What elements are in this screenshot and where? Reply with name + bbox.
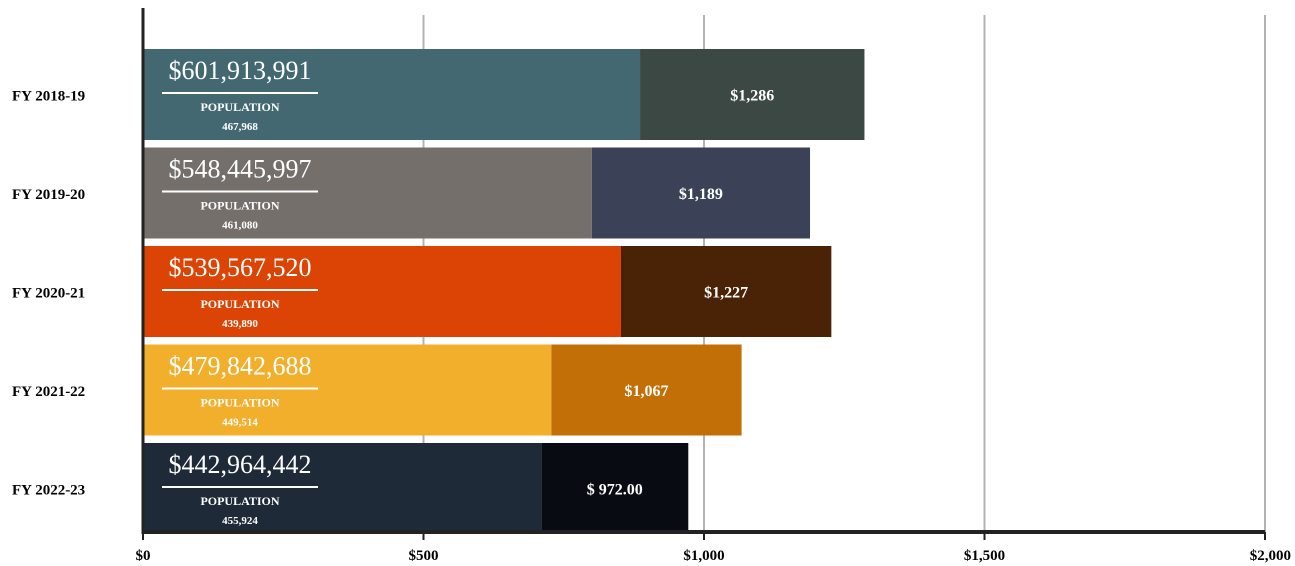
bar-total-label: $539,567,520 bbox=[169, 253, 312, 282]
per-capita-label: $1,189 bbox=[679, 186, 723, 203]
per-capita-label: $1,227 bbox=[704, 285, 748, 302]
population-label: POPULATION bbox=[200, 396, 279, 410]
bar-total-label: $479,842,688 bbox=[169, 352, 312, 381]
bar-total-label: $442,964,442 bbox=[169, 450, 312, 479]
bar-total-label: $601,913,991 bbox=[169, 56, 312, 85]
bar-main-segment bbox=[143, 344, 552, 436]
bar-end-segment bbox=[541, 443, 689, 534]
per-capita-label: $1,286 bbox=[730, 88, 774, 105]
per-capita-label: $1,067 bbox=[624, 383, 668, 400]
population-label: POPULATION bbox=[200, 100, 279, 114]
bar-end-segment bbox=[620, 246, 832, 337]
bar-main-segment bbox=[143, 246, 621, 337]
bar-end-segment bbox=[640, 49, 865, 140]
x-tick-label: $1,000 bbox=[683, 548, 724, 564]
bar-main-segment bbox=[143, 49, 641, 140]
x-tick-labels: $0 $500 $1,000 $1,500 $2,000 bbox=[136, 532, 1291, 564]
population-value: 461,080 bbox=[222, 220, 258, 232]
category-labels: FY 2018-19 FY 2019-20 FY 2020-21 FY 2021-22… bbox=[12, 89, 85, 499]
category-label: FY 2022-23 bbox=[12, 483, 85, 499]
population-label: POPULATION bbox=[200, 494, 279, 508]
population-value: 455,924 bbox=[222, 515, 258, 527]
x-tick-label: $1,500 bbox=[964, 548, 1005, 564]
bar-end-segment bbox=[551, 344, 742, 436]
population-label: POPULATION bbox=[200, 199, 279, 213]
bar-1: $601,913,991 POPULATION 467,968 $1,286 bbox=[143, 49, 865, 140]
x-tick-label: $2,000 bbox=[1250, 548, 1291, 564]
bar-group: $601,913,991 POPULATION 467,968 $1,286 $548,… bbox=[143, 49, 865, 534]
bar-5: $442,964,442 POPULATION 455,924 $ 972.00 bbox=[143, 443, 689, 534]
x-tick-label: $500 bbox=[409, 548, 439, 564]
category-label: FY 2018-19 bbox=[12, 89, 85, 105]
bar-end-segment bbox=[591, 147, 811, 239]
bar-main-segment bbox=[143, 443, 542, 534]
category-label: FY 2019-20 bbox=[12, 187, 85, 203]
bar-4: $479,842,688 POPULATION 449,514 $1,067 bbox=[143, 344, 742, 436]
category-label: FY 2021-22 bbox=[12, 384, 85, 400]
population-value: 439,890 bbox=[222, 318, 258, 330]
population-value: 467,968 bbox=[222, 121, 258, 133]
per-capita-label: $ 972.00 bbox=[587, 482, 643, 499]
bar-main-segment bbox=[143, 147, 592, 239]
bar-total-label: $548,445,997 bbox=[169, 155, 312, 184]
bar-2: $548,445,997 POPULATION 461,080 $1,189 bbox=[143, 147, 811, 239]
category-label: FY 2020-21 bbox=[12, 286, 85, 302]
population-label: POPULATION bbox=[200, 297, 279, 311]
x-tick-label: $0 bbox=[136, 548, 151, 564]
population-value: 449,514 bbox=[222, 417, 258, 429]
bar-3: $539,567,520 POPULATION 439,890 $1,227 bbox=[143, 246, 832, 337]
